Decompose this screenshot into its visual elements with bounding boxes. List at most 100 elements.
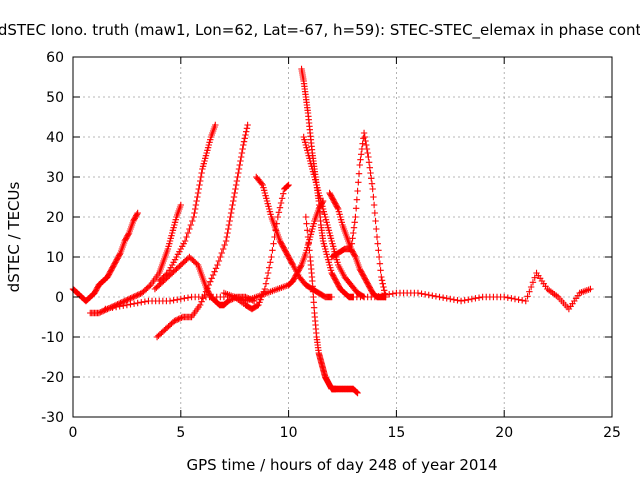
data-point (177, 201, 184, 209)
data-point (274, 213, 282, 221)
data-point (218, 249, 225, 257)
data-point (131, 293, 139, 300)
data-point (231, 189, 238, 197)
data-point (226, 217, 233, 225)
data-point (211, 268, 218, 275)
data-point (368, 180, 376, 187)
data-point (518, 297, 526, 304)
data-point (230, 197, 237, 205)
data-point (378, 277, 386, 284)
x-tick-label: 0 (69, 425, 78, 441)
data-point (508, 295, 515, 302)
data-point (172, 317, 179, 324)
data-point (176, 315, 184, 322)
data-point (468, 295, 476, 303)
data-point (243, 125, 251, 132)
data-point (194, 189, 202, 197)
data-point (145, 283, 153, 290)
data-point (128, 294, 136, 301)
data-point (305, 240, 312, 247)
data-point (355, 170, 363, 177)
y-tick-label: 50 (46, 90, 64, 106)
data-point (363, 141, 370, 149)
data-point (133, 292, 140, 299)
data-point (304, 227, 311, 234)
data-point (223, 233, 230, 241)
data-point (357, 151, 365, 158)
data-point (124, 296, 131, 303)
data-point (353, 196, 361, 203)
data-point (225, 225, 232, 233)
data-point (125, 231, 132, 238)
data-point (234, 173, 241, 181)
data-point (177, 295, 184, 303)
y-tick-label: 20 (46, 210, 64, 226)
data-point (212, 265, 220, 272)
data-point (421, 291, 429, 298)
data-point (195, 185, 202, 193)
data-point (382, 291, 389, 299)
data-point (526, 288, 533, 295)
data-point (278, 195, 286, 202)
data-point (370, 193, 377, 201)
data-point (354, 389, 361, 397)
data-point (239, 145, 246, 153)
data-point (362, 137, 369, 145)
data-point (352, 213, 359, 221)
x-tick-label: 5 (176, 425, 185, 441)
data-point (375, 253, 383, 261)
data-point (184, 229, 192, 237)
data-point (130, 300, 138, 307)
y-tick-label: -30 (41, 410, 64, 426)
data-point (197, 301, 204, 309)
data-point (102, 306, 110, 313)
data-point (120, 302, 127, 309)
data-point (197, 177, 204, 185)
x-tick-label: 20 (495, 425, 513, 441)
data-point (378, 292, 386, 299)
data-series (350, 269, 594, 313)
data-point (418, 290, 425, 297)
y-tick-labels: -30 -20 -10 0 10 20 30 40 50 60 (41, 50, 64, 426)
y-tick-label: 60 (46, 50, 64, 66)
data-point (275, 209, 283, 216)
data-point (171, 317, 178, 325)
data-point (373, 233, 381, 241)
data-point (254, 302, 261, 309)
data-point (221, 241, 228, 249)
data-point (196, 181, 203, 189)
data-point (361, 133, 368, 141)
data-point (241, 135, 248, 142)
data-point (227, 213, 234, 221)
data-point (232, 181, 240, 189)
data-point (225, 297, 232, 305)
data-point (276, 204, 284, 211)
data-point (389, 290, 397, 297)
data-point (222, 237, 230, 245)
data-point (130, 293, 137, 301)
data-point (187, 221, 195, 229)
data-point (306, 247, 313, 254)
data-point (375, 247, 382, 254)
data-point (217, 253, 224, 261)
data-point (207, 278, 214, 285)
data-point (265, 264, 273, 271)
data-point (515, 296, 522, 303)
y-tick-label: -20 (41, 370, 64, 386)
data-point (465, 296, 472, 303)
data-point (215, 257, 223, 265)
data-point (97, 309, 104, 316)
data-point (371, 209, 379, 217)
data-series (253, 173, 335, 301)
x-tick-label: 15 (387, 425, 405, 441)
data-point (457, 297, 465, 305)
data-point (98, 308, 105, 315)
data-point (356, 161, 363, 169)
data-point (123, 301, 131, 309)
data-point (193, 260, 200, 267)
data-point (268, 253, 275, 261)
data-point (166, 297, 174, 305)
data-point (178, 314, 185, 321)
x-tick-label: 10 (280, 425, 298, 441)
